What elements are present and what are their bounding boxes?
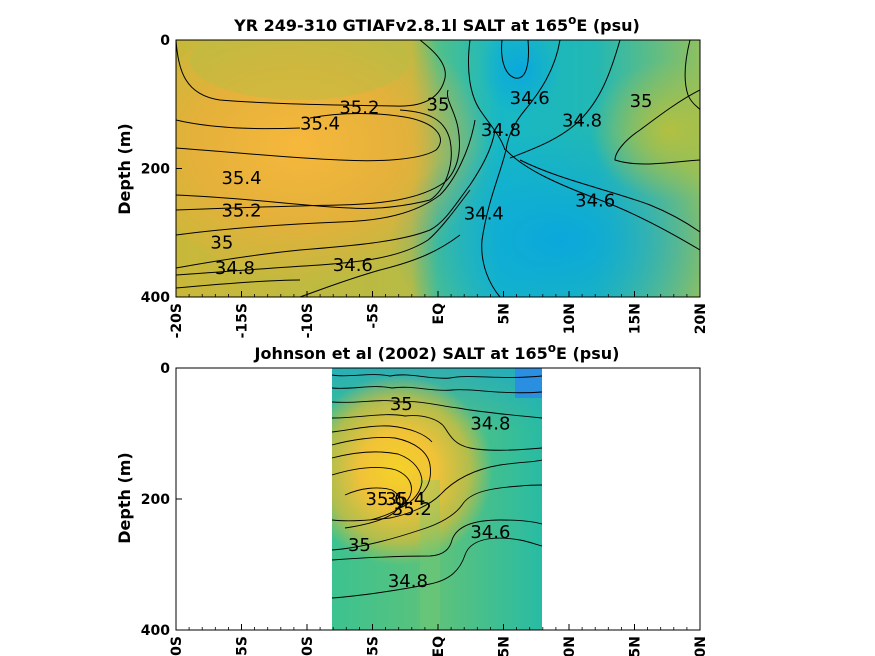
contour-label: 35.4 xyxy=(300,114,340,135)
y-tick-label: 400 xyxy=(141,290,170,306)
panel-top: YR 249-310 GTIAFv2.8.1l SALT at 165oE (p… xyxy=(115,13,709,338)
x-tick-label: -20S xyxy=(169,303,185,338)
contour-label: 35 xyxy=(630,91,653,112)
contour-label: 34.4 xyxy=(464,203,504,224)
contour-label: 34.8 xyxy=(481,120,521,141)
contour-label: 35 xyxy=(427,94,450,115)
panel-top-title: YR 249-310 GTIAFv2.8.1l SALT at 165oE (p… xyxy=(233,13,640,35)
x-tick-label: 10N xyxy=(562,636,578,656)
contour-label: 34.6 xyxy=(333,255,373,276)
panel-bottom-contours xyxy=(332,374,542,599)
x-tick-label: -10S xyxy=(300,303,316,338)
panel-top-yticks: 0 200 400 xyxy=(141,33,182,306)
contour-label: 35.6 xyxy=(366,489,406,510)
x-tick-label: 10N xyxy=(562,303,578,334)
panel-top-contours xyxy=(176,40,700,297)
x-tick-label: 15N xyxy=(628,636,644,656)
contour-label: 35 xyxy=(348,535,371,556)
x-tick-label: -5S xyxy=(366,303,382,329)
contour-label: 34.8 xyxy=(388,571,428,592)
x-tick-label: -15S xyxy=(235,303,251,338)
contour-label: 34.6 xyxy=(470,522,510,543)
panel-top-xticks: -20S -15S -10S -5S EQ 5N 10N 15N 20N xyxy=(169,291,709,338)
x-tick-label: -15S xyxy=(235,636,251,656)
x-tick-label: -10S xyxy=(300,636,316,656)
contour-label: 35.4 xyxy=(221,168,261,189)
panel-bottom-title: Johnson et al (2002) SALT at 165oE (psu) xyxy=(254,341,620,363)
panel-top-ylabel: Depth (m) xyxy=(115,123,134,215)
x-tick-label: EQ xyxy=(431,636,447,656)
y-tick-label: 0 xyxy=(160,33,170,49)
contour-label: 35.2 xyxy=(339,97,379,118)
y-tick-label: 200 xyxy=(141,162,170,178)
y-tick-label: 400 xyxy=(141,623,170,639)
panel-bottom-contour-labels: 35 34.8 35.635.435.2 34.6 35 34.8 xyxy=(348,394,510,592)
contour-label: 35.2 xyxy=(392,499,432,520)
contour-label: 35.2 xyxy=(221,200,261,221)
panel-bottom-xticks: -20S -15S -10S -5S EQ 5N 10N 15N 20N xyxy=(169,624,709,656)
contour-label: 34.8 xyxy=(562,110,602,131)
contour-label: 34.8 xyxy=(470,414,510,435)
x-tick-label: -5S xyxy=(366,636,382,656)
contour-label: 34.6 xyxy=(510,88,550,109)
x-tick-label: 20N xyxy=(693,303,709,334)
x-tick-label: -20S xyxy=(169,636,185,656)
panel-bottom-field: 35 34.8 35.635.435.2 34.6 35 34.8 xyxy=(332,368,542,630)
x-tick-label: 5N xyxy=(497,636,513,656)
panel-bottom-yticks: 0 200 400 xyxy=(141,361,182,639)
panel-bottom: Johnson et al (2002) SALT at 165oE (psu) xyxy=(115,341,709,656)
panel-bottom-ylabel: Depth (m) xyxy=(115,452,134,544)
y-tick-label: 200 xyxy=(141,492,170,508)
contour-label: 35 xyxy=(390,394,413,415)
contour-label: 35 xyxy=(210,232,233,253)
contour-label: 34.8 xyxy=(215,258,255,279)
x-tick-label: 20N xyxy=(693,636,709,656)
contour-label: 35.4 xyxy=(385,489,425,510)
x-tick-label: 15N xyxy=(628,303,644,334)
y-tick-label: 0 xyxy=(160,361,170,377)
x-tick-label: 5N xyxy=(497,303,513,324)
contour-label: 34.6 xyxy=(575,191,615,212)
x-tick-label: EQ xyxy=(431,303,447,325)
